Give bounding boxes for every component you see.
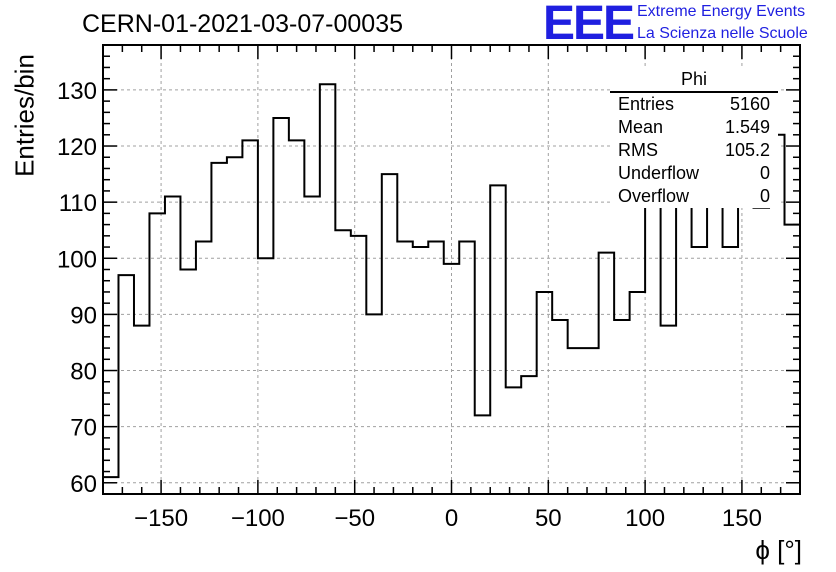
y-tick-label: 60 [70,471,97,498]
x-axis-label: ϕ [°] [755,535,802,565]
y-tick-label: 90 [70,302,97,329]
stats-row-rms: RMS 105.2 [610,139,778,162]
stats-label: Overflow [618,186,690,206]
stats-label: Entries [618,94,675,114]
x-tick-label: 100 [625,505,665,532]
y-tick-label: 130 [57,78,97,105]
stats-row-entries: Entries 5160 [610,93,778,116]
y-axis-label: Entries/bin [9,54,40,177]
eee-logo: EEE [543,0,635,50]
stats-label: RMS [618,140,658,160]
stats-value: 0 [759,186,770,206]
x-tick-label: 150 [722,505,762,532]
axes [102,44,801,495]
tick-labels: −150 −100 −50 0 50 100 150 60 70 80 90 100 110 120 130 [57,78,762,532]
stats-title: Phi [610,68,778,93]
stats-value: 105.2 [724,140,770,160]
logo-subtitle-1: Extreme Energy Events [637,3,806,20]
stats-value: 5160 [729,94,770,114]
stats-label: Mean [618,117,664,137]
stats-row-underflow: Underflow 0 [610,162,778,185]
logo-subtitle-2: La Scienza nelle Scuole [637,25,808,42]
stats-row-mean: Mean 1.549 [610,116,778,139]
y-tick-label: 110 [59,190,97,217]
stats-row-overflow: Overflow 0 [610,185,778,208]
y-tick-label: 100 [57,246,97,273]
stats-value: 1.549 [724,117,770,137]
stats-box: Phi Entries 5160 Mean 1.549 RMS 105.2 Un… [610,68,778,208]
x-tick-label: −150 [134,505,188,532]
x-tick-label: 50 [535,505,562,532]
x-tick-label: −100 [231,505,285,532]
stats-label: Underflow [618,163,700,183]
y-tick-label: 70 [70,415,97,442]
x-tick-label: 0 [445,505,458,532]
y-tick-label: 80 [70,359,97,386]
stats-value: 0 [759,163,770,183]
x-tick-label: −50 [334,505,375,532]
plot-title: CERN-01-2021-03-07-00035 [82,10,404,38]
y-tick-label: 120 [57,134,97,161]
